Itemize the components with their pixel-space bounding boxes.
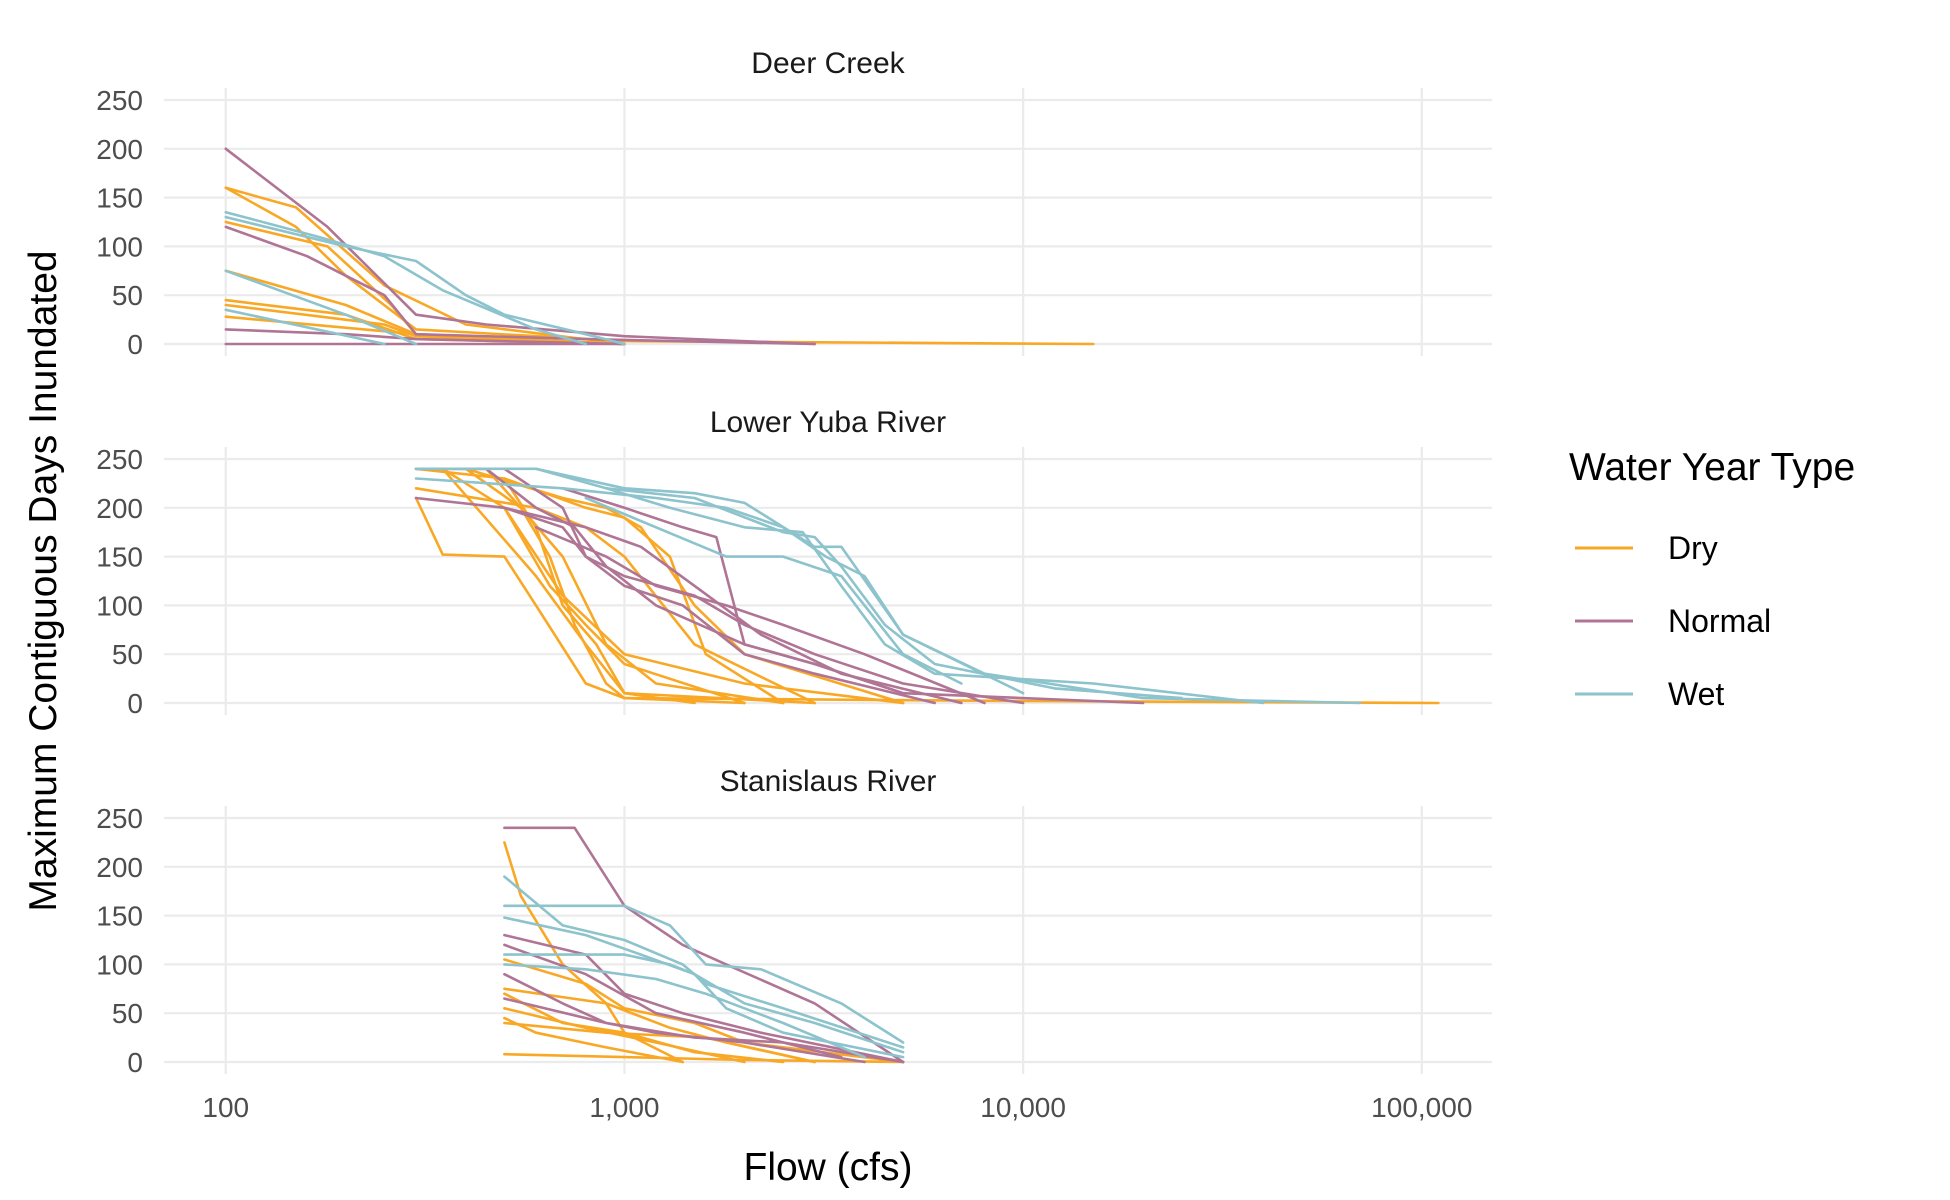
series-line-dry: [414, 486, 817, 705]
series-line-normal: [534, 525, 986, 705]
series-line-wet: [224, 215, 626, 346]
series-line-dry: [224, 220, 626, 346]
y-tick-label: 50: [112, 639, 143, 670]
legend-label-wet: Wet: [1668, 676, 1724, 712]
y-tick-label: 50: [112, 280, 143, 311]
series-line-normal: [503, 943, 843, 1059]
y-tick-label: 100: [96, 590, 143, 621]
series-line-dry: [224, 186, 626, 346]
series-line-wet: [503, 904, 905, 1044]
series-line-wet: [224, 308, 386, 346]
series-line-normal: [503, 933, 905, 1064]
series-line-dry: [503, 506, 905, 705]
y-tick-label: 100: [96, 949, 143, 980]
panel-title: Stanislaus River: [720, 765, 937, 798]
legend-label-normal: Normal: [1668, 603, 1771, 639]
y-tick-label: 100: [96, 231, 143, 262]
y-tick-label: 150: [96, 901, 143, 932]
series-line-normal: [503, 997, 905, 1064]
series-line-dry: [224, 303, 626, 346]
x-tick-label: 100: [202, 1092, 249, 1123]
series-line-wet: [414, 477, 1025, 695]
series-line-wet: [503, 963, 866, 1059]
series-line-normal: [503, 467, 1025, 705]
series-line-normal: [224, 328, 626, 346]
x-tick-label: 1,000: [589, 1092, 659, 1123]
series-line-dry: [503, 1006, 746, 1064]
y-tick-label: 250: [96, 444, 143, 475]
y-tick-label: 150: [96, 542, 143, 573]
series-line-wet: [584, 496, 963, 685]
y-tick-label: 0: [127, 1047, 143, 1078]
series-line-normal: [503, 506, 963, 705]
panel-title: Deer Creek: [751, 47, 905, 80]
series-line-dry: [503, 958, 905, 1064]
series-line-dry: [441, 467, 817, 705]
series-line-wet: [604, 486, 1184, 700]
series-line-wet: [224, 210, 588, 346]
x-axis: 100 1,000 10,000 100,000: [202, 1092, 1472, 1123]
y-tick-label: 150: [96, 183, 143, 214]
x-axis-title: Flow (cfs): [744, 1146, 913, 1189]
series-line-normal: [224, 225, 817, 346]
y-tick-label: 200: [96, 852, 143, 883]
y-tick-label: 200: [96, 493, 143, 524]
y-tick-label: 0: [127, 688, 143, 719]
series-line-wet: [224, 269, 418, 346]
y-tick-label: 250: [96, 85, 143, 116]
panel-title: Lower Yuba River: [710, 406, 946, 439]
panel-0: Deer Creek 0 50 100 150 200 250: [96, 47, 1492, 360]
series-line-wet: [503, 953, 905, 1059]
legend-label-dry: Dry: [1668, 530, 1718, 566]
series-line-normal: [224, 147, 817, 346]
legend-title: Water Year Type: [1569, 446, 1855, 489]
series-line-dry: [503, 1052, 905, 1064]
series-line-normal: [414, 467, 1145, 705]
series-line-normal: [561, 486, 905, 695]
series-line-dry: [503, 477, 785, 705]
y-tick-label: 200: [96, 134, 143, 165]
series-line-wet: [534, 467, 1265, 705]
series-line-normal: [414, 496, 937, 705]
series-line-wet: [503, 875, 905, 1049]
x-tick-label: 100,000: [1371, 1092, 1472, 1123]
y-axis-title: Maximum Contiguous Days Inundated: [22, 250, 65, 911]
y-tick-label: 250: [96, 803, 143, 834]
series-line-dry: [503, 1021, 817, 1064]
panel-1: Lower Yuba River 0 50 100 150 200 250: [96, 406, 1492, 719]
x-tick-label: 10,000: [980, 1092, 1066, 1123]
series-line-dry: [414, 467, 746, 705]
series-line-normal: [503, 826, 905, 1064]
panel-2: Stanislaus River 0 50 100 150 200 250: [96, 765, 1492, 1078]
legend: Water Year Type Dry Normal Wet: [1569, 446, 1855, 712]
y-tick-label: 0: [127, 329, 143, 360]
series-line-dry: [464, 467, 785, 705]
y-tick-label: 50: [112, 998, 143, 1029]
